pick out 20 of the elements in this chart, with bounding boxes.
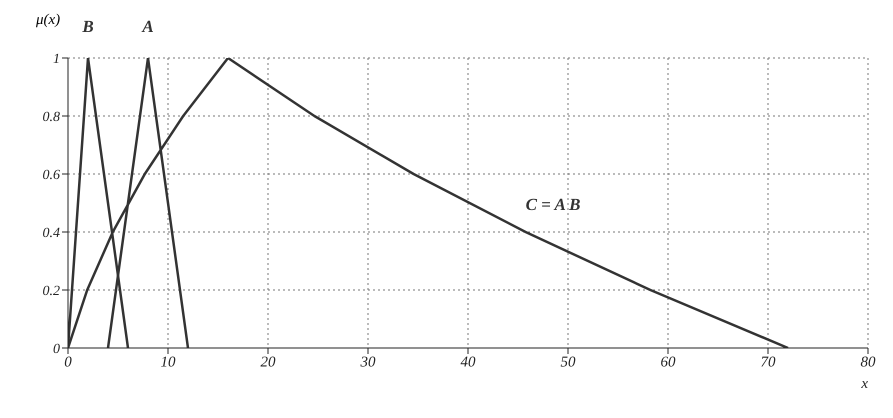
y-tick-label: 0.4 [42,226,60,241]
series-label: C = A B [526,195,580,214]
y-tick-label: 0.8 [42,110,60,125]
series-label: B [81,17,94,36]
x-tick-label: 20 [260,354,276,371]
series-label: A [141,17,154,36]
x-tick-label: 70 [760,354,776,371]
x-tick-label: 30 [360,354,376,371]
x-tick-label: 50 [560,354,576,371]
x-tick-label: 10 [160,354,176,371]
y-tick-label: 0.6 [42,168,60,183]
x-tick-label: 60 [660,354,676,371]
y-tick-label: 0.2 [42,284,60,299]
x-tick-label: 40 [460,354,476,371]
y-tick-label: 1 [53,52,60,67]
x-tick-label: 80 [860,354,876,371]
x-axis-title: x [860,376,868,392]
y-axis-title: μ(x) [36,12,60,29]
x-tick-label: 0 [64,354,72,371]
y-tick-label: 0 [53,342,60,357]
